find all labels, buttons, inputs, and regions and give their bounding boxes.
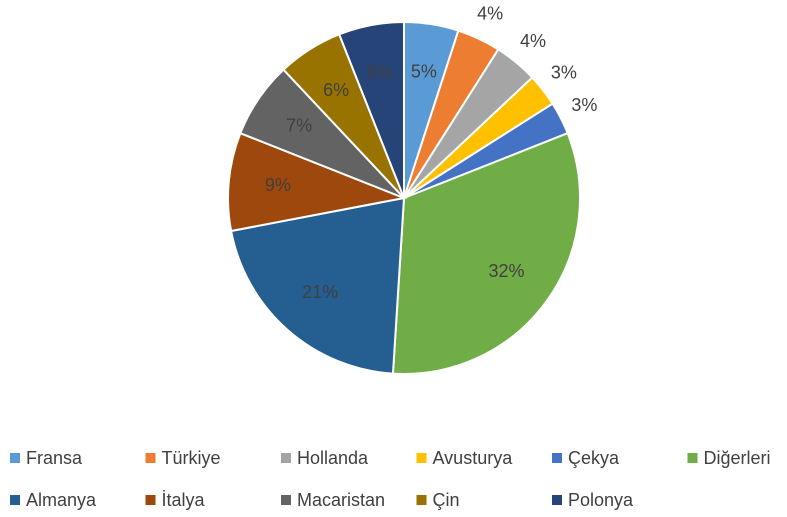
legend-marker xyxy=(145,453,156,463)
legend-marker xyxy=(552,453,562,463)
legend-label: Polonya xyxy=(568,490,634,510)
legend-marker xyxy=(281,453,291,463)
data-label: 32% xyxy=(489,261,525,281)
legend-label: Diğerleri xyxy=(704,448,771,468)
legend-marker xyxy=(281,495,291,505)
legend-label: Türkiye xyxy=(162,448,221,468)
data-label: 4% xyxy=(477,4,503,24)
data-label: 7% xyxy=(286,116,312,136)
legend-label: İtalya xyxy=(162,490,206,510)
legend-label: Çekya xyxy=(568,448,620,468)
pie-slice xyxy=(229,196,406,375)
data-label: 3% xyxy=(551,63,577,83)
legend-marker xyxy=(687,453,698,463)
legend-label: Fransa xyxy=(26,448,83,468)
pie-slice xyxy=(391,131,581,375)
legend-marker xyxy=(416,453,427,463)
data-label: 4% xyxy=(520,31,546,51)
legend-marker xyxy=(10,453,20,463)
legend-label: Hollanda xyxy=(297,448,369,468)
legend-marker xyxy=(552,495,562,505)
data-label: 6% xyxy=(323,80,349,100)
data-label: 6% xyxy=(367,62,393,82)
data-label: 21% xyxy=(302,282,338,302)
data-label: 5% xyxy=(411,62,437,82)
legend-label: Avusturya xyxy=(433,448,514,468)
legend-marker xyxy=(145,495,156,505)
legend-label: Almanya xyxy=(26,490,97,510)
legend-marker xyxy=(10,495,20,505)
legend-label: Macaristan xyxy=(297,490,385,510)
legend-marker xyxy=(416,495,427,505)
pie-slice xyxy=(337,20,405,199)
data-label: 3% xyxy=(571,95,597,115)
legend-label: Çin xyxy=(433,490,460,510)
pie-slice xyxy=(227,131,408,233)
data-label: 9% xyxy=(265,175,291,195)
